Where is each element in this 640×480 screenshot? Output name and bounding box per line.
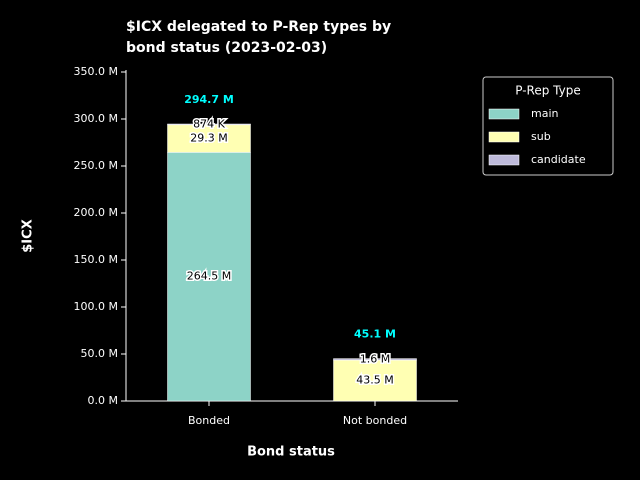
y-tick-label: 250.0 M xyxy=(74,159,118,172)
legend-label: main xyxy=(531,107,559,120)
segment-label: 1.6 M xyxy=(360,352,390,365)
y-tick-label: 50.0 M xyxy=(81,347,118,360)
legend-swatch xyxy=(488,131,520,143)
x-axis-label: Bond status xyxy=(247,445,335,460)
y-tick-label: 200.0 M xyxy=(74,206,118,219)
chart-title: $ICX delegated to P-Rep types by xyxy=(126,19,391,35)
legend-swatch xyxy=(488,108,520,120)
legend-label: candidate xyxy=(531,153,586,166)
chart-title: bond status (2023-02-03) xyxy=(126,40,327,56)
x-tick-label: Bonded xyxy=(188,414,230,427)
bar-segment xyxy=(333,359,417,402)
segment-label: 29.3 M xyxy=(190,132,227,145)
segment-label: 874 K xyxy=(193,117,225,130)
y-tick-label: 350.0 M xyxy=(74,65,118,78)
bar-segment xyxy=(333,358,417,361)
y-tick-label: 100.0 M xyxy=(74,300,118,313)
total-label: 294.7 M xyxy=(184,93,234,106)
bar-segment xyxy=(167,152,251,402)
legend-label: sub xyxy=(531,130,551,143)
y-axis-label: $ICX xyxy=(21,219,36,252)
bar-segment xyxy=(167,124,251,153)
legend-swatch xyxy=(488,154,520,166)
y-tick-label: 300.0 M xyxy=(74,112,118,125)
segment-label: 264.5 M xyxy=(187,270,231,283)
x-tick-label: Not bonded xyxy=(343,414,407,427)
y-tick-label: 150.0 M xyxy=(74,253,118,266)
segment-label: 43.5 M xyxy=(356,374,393,387)
y-tick-label: 0.0 M xyxy=(88,394,118,407)
legend-title: P-Rep Type xyxy=(515,84,580,98)
total-label: 45.1 M xyxy=(354,328,396,341)
legend-box xyxy=(482,76,614,176)
bar-segment xyxy=(167,123,251,126)
